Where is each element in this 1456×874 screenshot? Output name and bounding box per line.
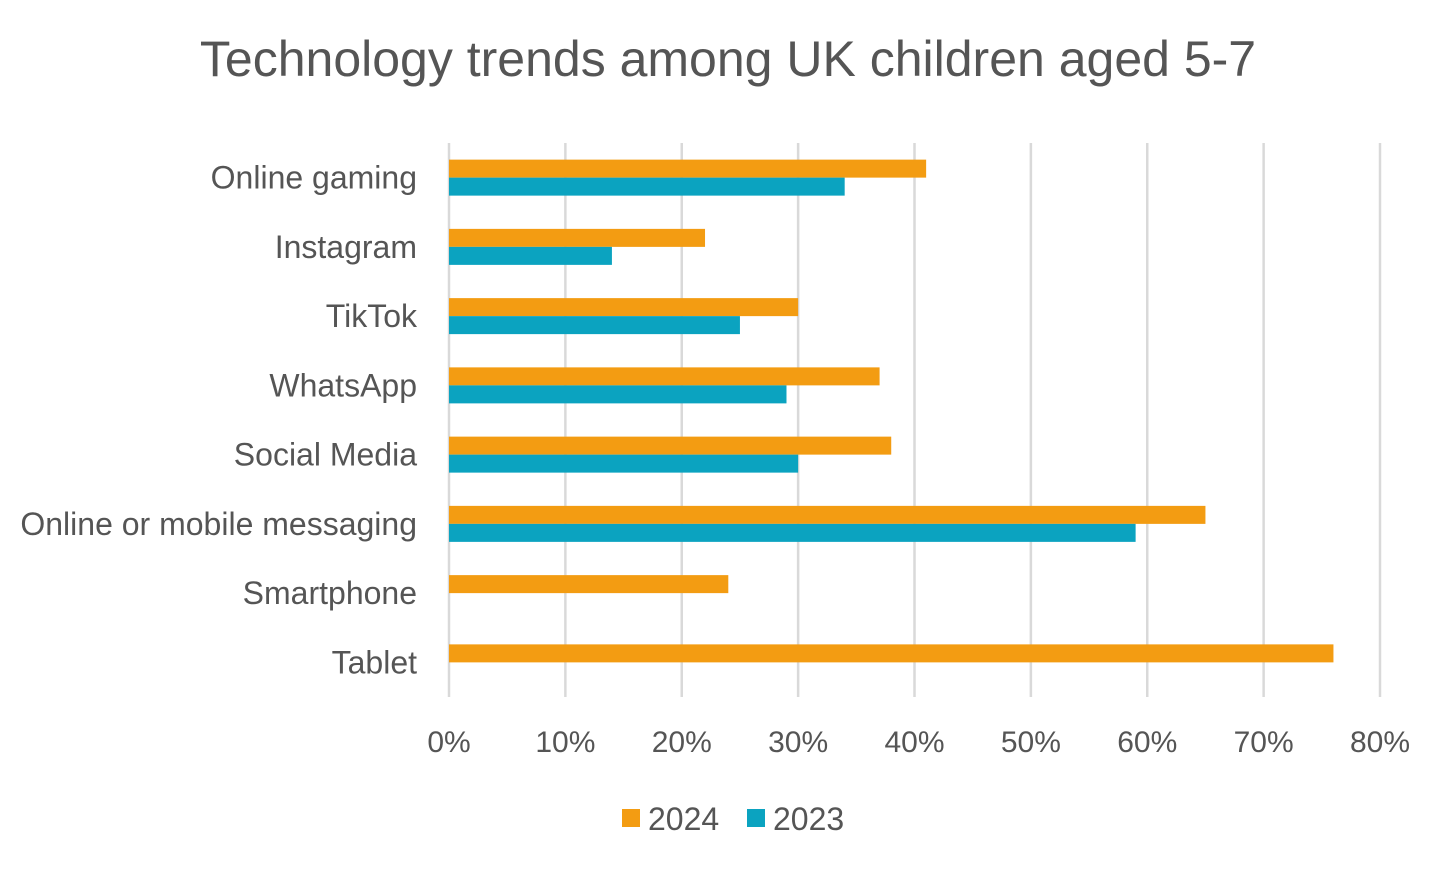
x-tick-label: 40% [884,726,944,759]
x-tick-label: 0% [427,726,470,759]
x-tick-label: 20% [652,726,712,759]
bar-2024-online-gaming [449,159,927,178]
bar-2023-social-media [449,454,799,473]
category-label: TikTok [326,298,418,334]
bar-2024-social-media [449,436,892,455]
bar-2024-tablet [449,644,1334,663]
gridlines [447,143,1382,697]
x-tick-labels: 0% 10% 20% 30% 40% 50% 60% 70% 80% [427,726,1410,759]
bar-2023-online-or-mobile-messaging [449,523,1136,542]
category-label: Online or mobile messaging [20,506,417,542]
legend-label-2024: 2024 [648,801,719,837]
x-tick-label: 80% [1350,726,1410,759]
bar-2023-online-gaming [449,177,845,196]
legend-label-2023: 2023 [773,801,844,837]
chart-title: Technology trends among UK children aged… [199,31,1257,87]
category-label: Online gaming [211,160,417,196]
bar-2023-whatsapp [449,385,787,404]
bar-2024-instagram [449,228,706,247]
x-tick-label: 70% [1234,726,1294,759]
x-tick-label: 50% [1001,726,1061,759]
bar-2023-instagram [449,246,612,265]
category-label: Tablet [332,644,418,680]
bar-2024-smartphone [449,575,729,594]
category-label: Social Media [234,437,417,473]
x-tick-label: 30% [768,726,828,759]
bar-2024-online-or-mobile-messaging [449,505,1206,524]
legend: 2024 2023 [622,801,844,837]
category-labels: Online gaming Instagram TikTok WhatsApp Soci… [20,160,418,681]
category-label: Smartphone [243,575,417,611]
legend-swatch-2023 [747,809,765,827]
category-label: WhatsApp [269,367,417,403]
legend-swatch-2024 [622,809,640,827]
category-label: Instagram [275,229,417,265]
x-tick-label: 60% [1117,726,1177,759]
bar-2024-tiktok [449,298,799,317]
bar-2023-tiktok [449,316,740,335]
bars [449,159,1334,663]
bar-2024-whatsapp [449,367,880,386]
x-tick-label: 10% [535,726,595,759]
